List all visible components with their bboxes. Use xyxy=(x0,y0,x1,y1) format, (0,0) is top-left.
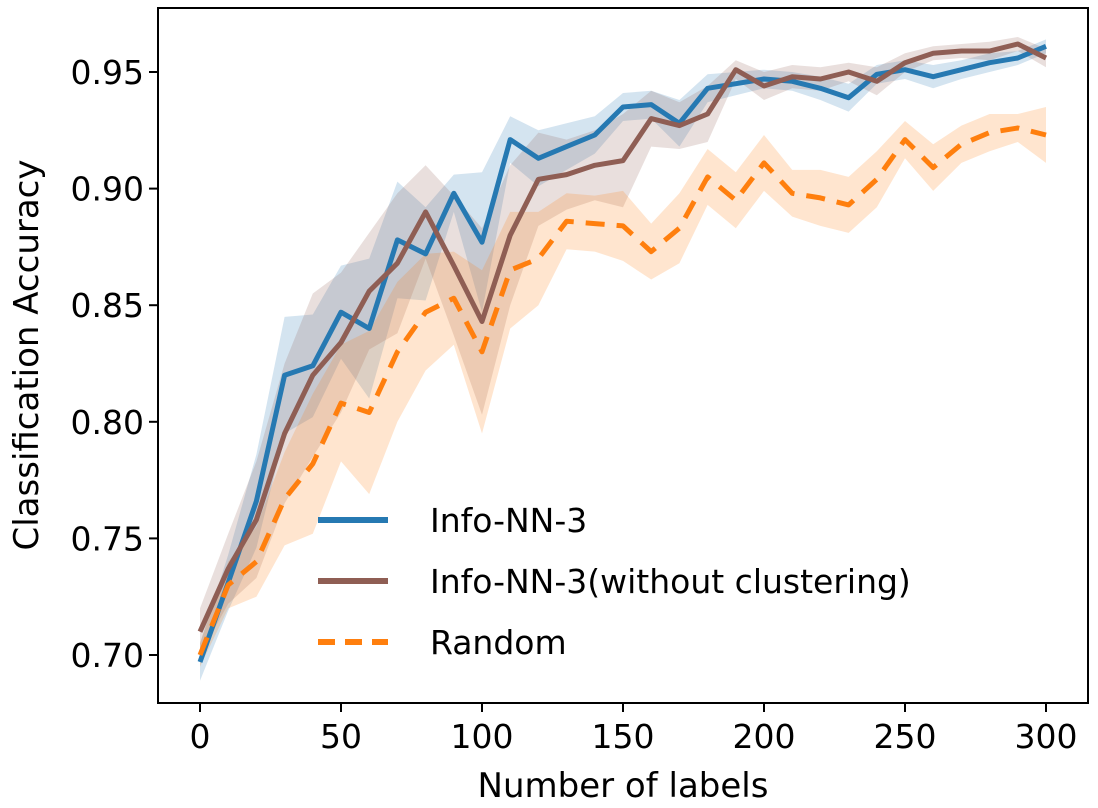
y-tick-label: 0.95 xyxy=(71,53,144,92)
tick-labels: 0 50 100 150 200 250 300 0.70 0.75 0.80 0.85 0.90 0.… xyxy=(71,53,1078,756)
plot-area xyxy=(157,7,1089,704)
confidence-band-2 xyxy=(200,107,1046,667)
x-tick-label: 200 xyxy=(733,717,796,756)
axis-ticks xyxy=(149,71,1047,712)
legend-item-info-nn-3-without-clustering: Info-NN-3(without clustering) xyxy=(318,562,911,601)
confidence-bands xyxy=(200,37,1046,681)
series-line-2 xyxy=(197,125,1047,656)
legend: Info-NN-3 Info-NN-3(without clustering) … xyxy=(318,501,911,662)
x-tick-label: 100 xyxy=(451,717,514,756)
confidence-band-0 xyxy=(200,39,1046,681)
x-tick-label: 50 xyxy=(320,717,362,756)
y-tick-label: 0.80 xyxy=(71,403,144,442)
y-tick-label: 0.85 xyxy=(71,286,144,325)
x-axis-label: Number of labels xyxy=(478,766,769,806)
x-tick-label: 300 xyxy=(1015,717,1078,756)
y-tick-label: 0.70 xyxy=(71,636,144,675)
y-axis-label: Classification Accuracy xyxy=(7,160,47,551)
x-tick-label: 150 xyxy=(592,717,655,756)
legend-label: Random xyxy=(430,623,567,662)
legend-label: Info-NN-3(without clustering) xyxy=(430,562,911,601)
x-tick-label: 0 xyxy=(190,717,211,756)
legend-item-info-nn-3: Info-NN-3 xyxy=(318,501,587,540)
y-tick-label: 0.90 xyxy=(71,170,144,209)
series-lines xyxy=(197,41,1048,663)
x-tick-label: 250 xyxy=(874,717,937,756)
series-line-1 xyxy=(197,41,1048,633)
legend-item-random: Random xyxy=(318,623,567,662)
y-tick-label: 0.75 xyxy=(71,519,144,558)
series-line-0 xyxy=(197,43,1047,663)
confidence-band-1 xyxy=(200,37,1046,655)
legend-label: Info-NN-3 xyxy=(430,501,587,540)
